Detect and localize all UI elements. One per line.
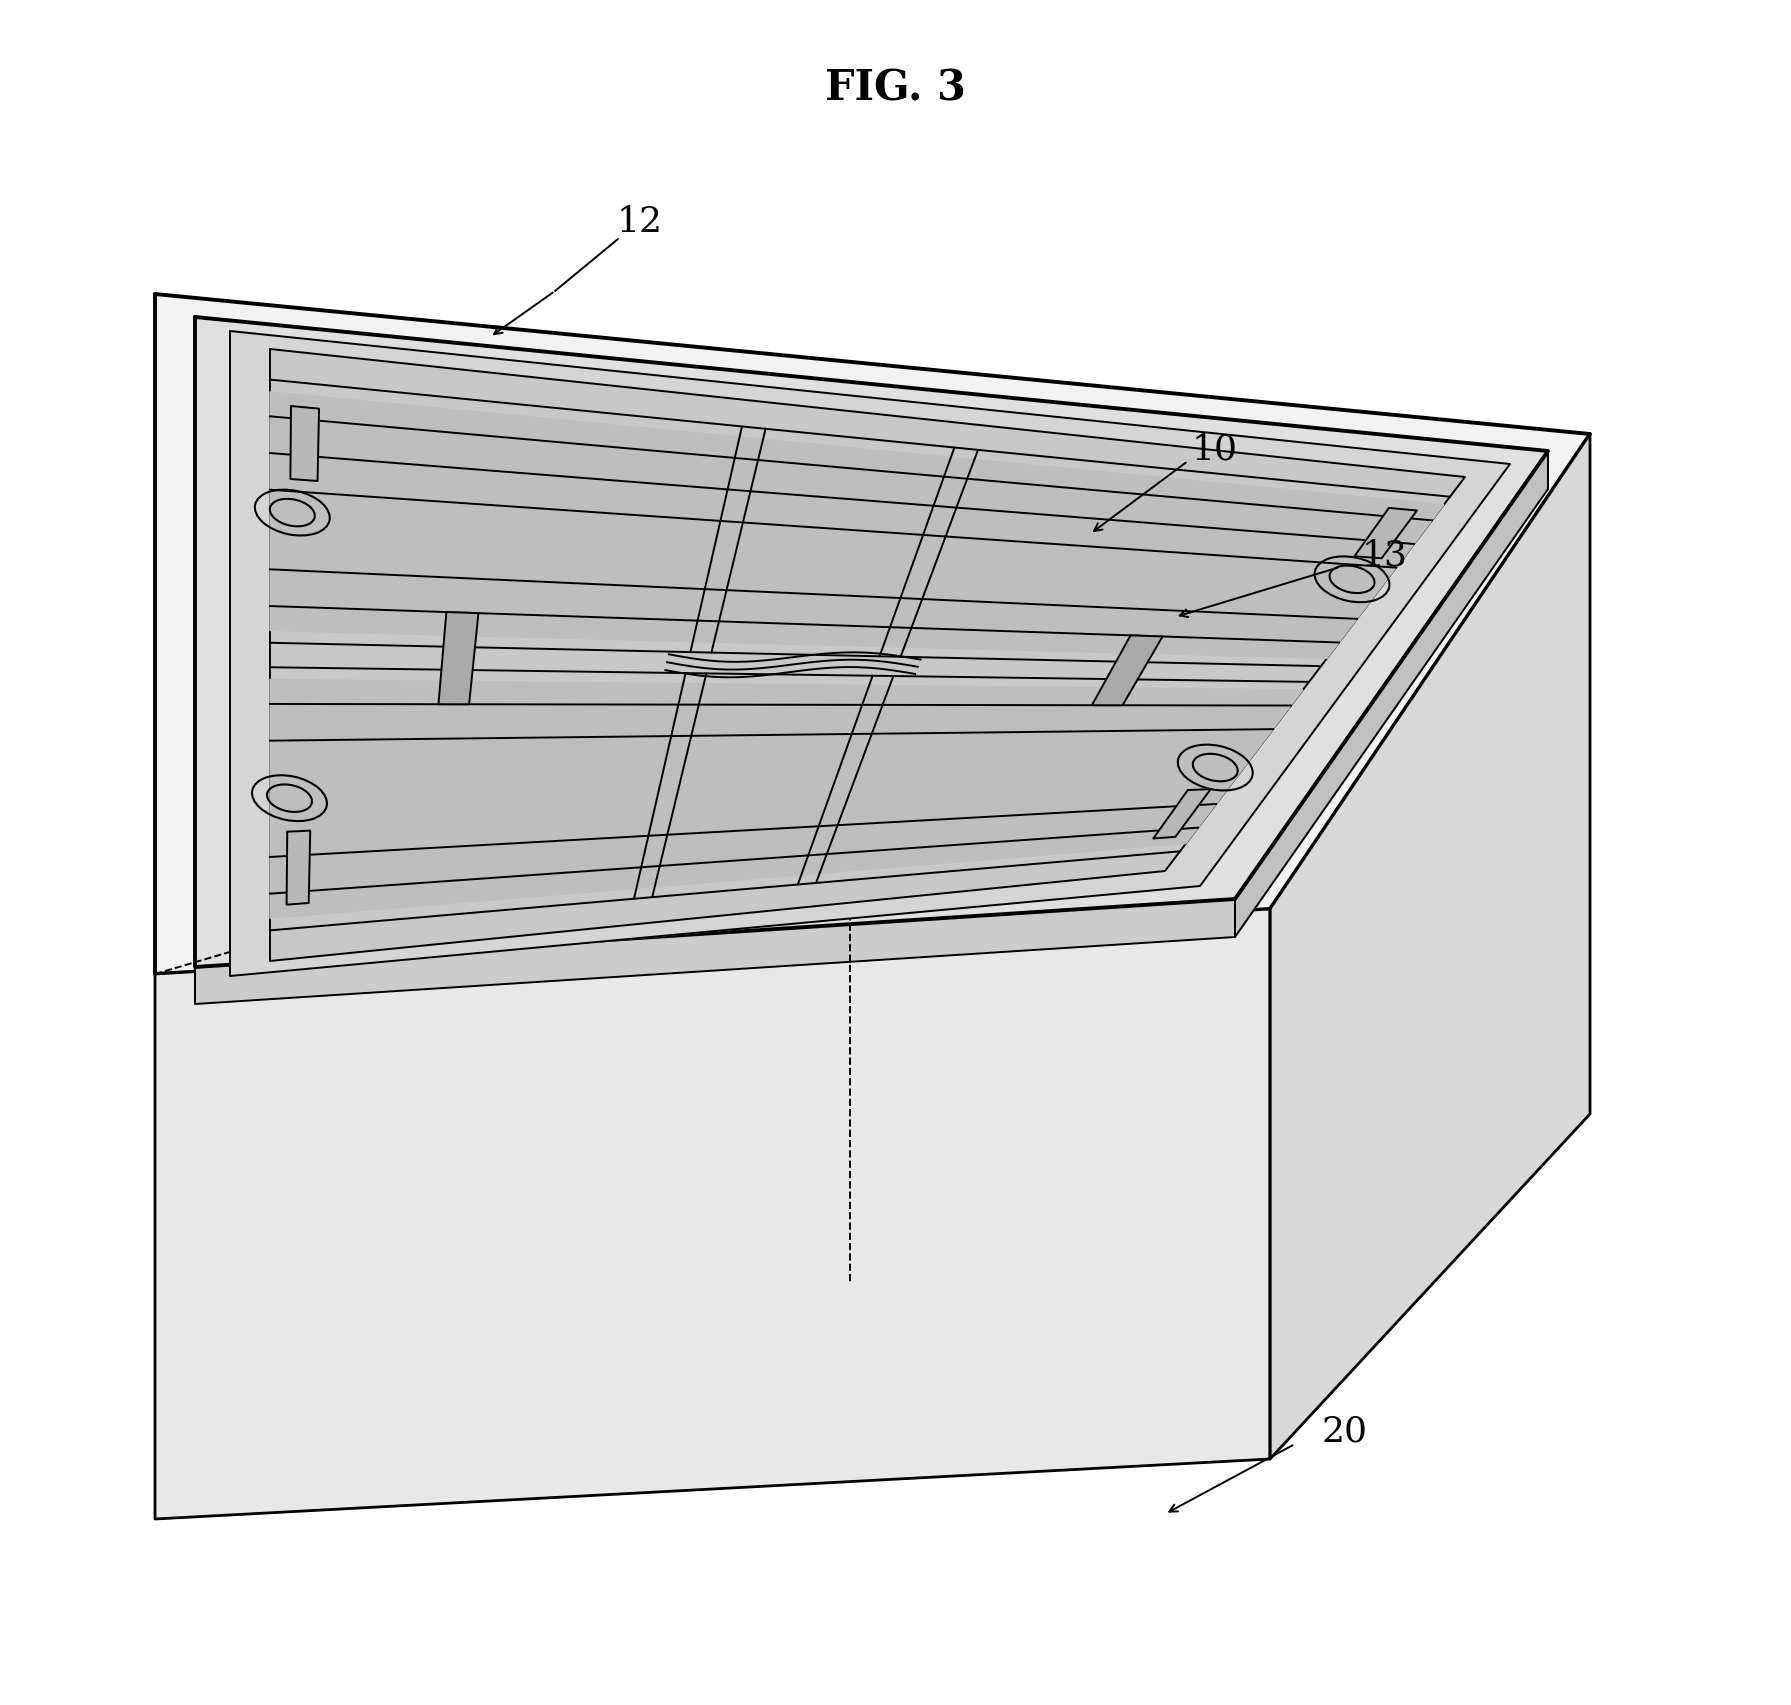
Text: 10: 10 [1193, 433, 1238, 467]
Polygon shape [270, 350, 1465, 962]
Polygon shape [229, 332, 1510, 977]
Polygon shape [195, 900, 1236, 1004]
Polygon shape [270, 680, 1304, 919]
Polygon shape [156, 295, 1590, 975]
Polygon shape [287, 830, 310, 905]
Polygon shape [290, 407, 319, 483]
Polygon shape [1153, 789, 1211, 839]
Polygon shape [195, 317, 1547, 967]
Polygon shape [439, 612, 478, 704]
Polygon shape [1093, 636, 1162, 706]
Polygon shape [1354, 508, 1417, 559]
Polygon shape [1270, 435, 1590, 1459]
Text: FIG. 3: FIG. 3 [824, 66, 965, 109]
Text: 13: 13 [1361, 537, 1408, 571]
Polygon shape [1236, 452, 1547, 938]
Text: 12: 12 [618, 205, 663, 239]
Text: 20: 20 [1322, 1413, 1368, 1448]
Polygon shape [156, 909, 1270, 1519]
Polygon shape [270, 392, 1444, 658]
